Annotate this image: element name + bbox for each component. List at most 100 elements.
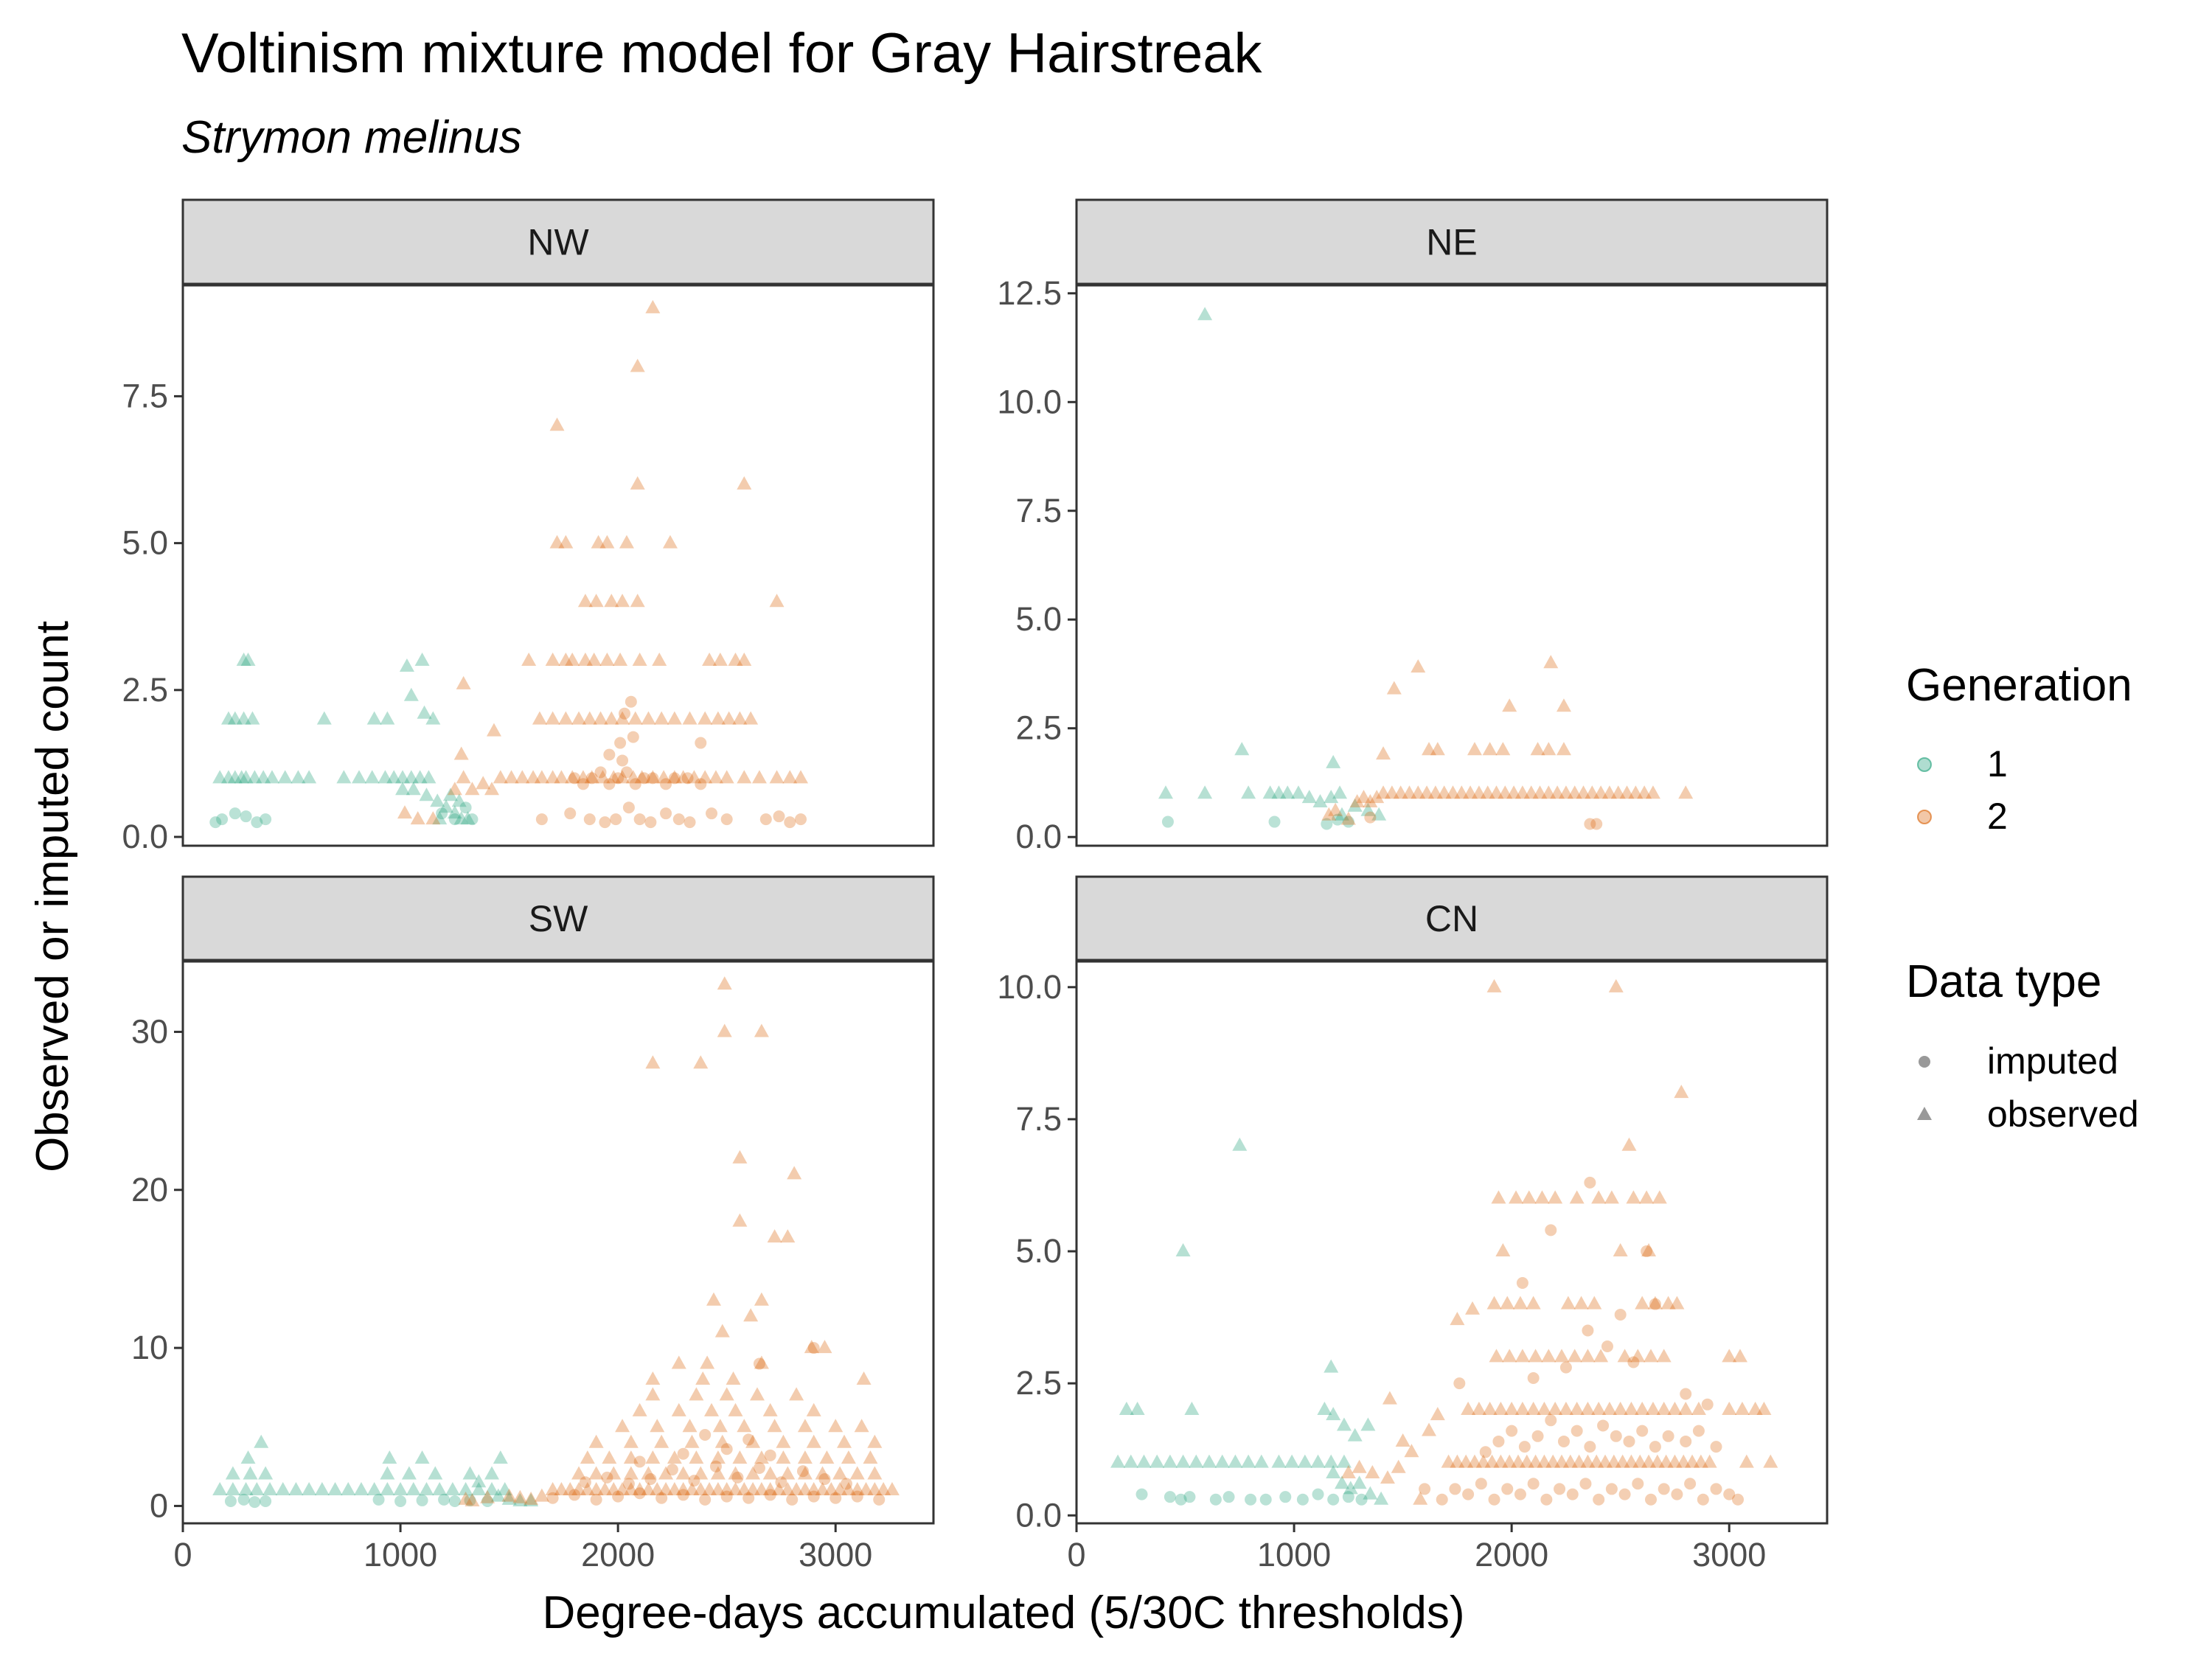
imputed-point bbox=[1601, 1340, 1613, 1352]
observed-point bbox=[1450, 1454, 1465, 1468]
imputed-point bbox=[677, 1447, 689, 1460]
observed-point bbox=[1324, 790, 1339, 804]
observed-point bbox=[602, 1450, 617, 1464]
imputed-point bbox=[1492, 1435, 1505, 1447]
imputed-point bbox=[1479, 1446, 1492, 1458]
imputed-point bbox=[1582, 1324, 1594, 1337]
points-nw bbox=[209, 299, 809, 829]
imputed-point bbox=[1614, 1309, 1627, 1321]
observed-point bbox=[632, 1402, 647, 1416]
observed-point bbox=[1395, 1433, 1411, 1447]
observed-point bbox=[532, 711, 547, 725]
observed-point bbox=[419, 1481, 434, 1495]
observed-point bbox=[521, 652, 537, 666]
observed-point bbox=[732, 711, 748, 725]
observed-point bbox=[706, 1292, 721, 1306]
observed-point bbox=[1484, 1454, 1500, 1468]
observed-point bbox=[1523, 785, 1539, 799]
observed-point bbox=[1514, 1349, 1530, 1363]
observed-point bbox=[754, 1023, 769, 1037]
observed-point bbox=[1391, 1459, 1406, 1473]
imputed-point bbox=[830, 1492, 842, 1504]
y-tick-label: 0.0 bbox=[1015, 818, 1062, 855]
observed-point bbox=[471, 1474, 487, 1488]
observed-point bbox=[1189, 1454, 1204, 1468]
imputed-point bbox=[601, 1471, 613, 1484]
observed-point bbox=[220, 770, 236, 784]
observed-point bbox=[698, 711, 713, 725]
observed-point bbox=[554, 1481, 569, 1495]
observed-point bbox=[1554, 1349, 1570, 1363]
observed-point bbox=[460, 811, 476, 825]
observed-point bbox=[584, 770, 599, 784]
observed-point bbox=[1310, 1454, 1326, 1468]
observed-point bbox=[1502, 698, 1517, 712]
observed-point bbox=[714, 1434, 730, 1448]
observed-point bbox=[1232, 1137, 1248, 1151]
observed-point bbox=[1635, 1295, 1650, 1310]
imputed-point bbox=[224, 1495, 237, 1507]
observed-point bbox=[717, 1023, 732, 1037]
imputed-point bbox=[764, 1449, 776, 1461]
observed-point bbox=[797, 1419, 813, 1433]
observed-point bbox=[876, 1481, 891, 1495]
chart-title: Voltinism mixture model for Gray Hairstr… bbox=[181, 22, 1263, 85]
imputed-point bbox=[585, 772, 598, 785]
observed-point bbox=[689, 1450, 704, 1464]
observed-point bbox=[1556, 742, 1571, 756]
observed-point bbox=[743, 711, 759, 725]
observed-point bbox=[1360, 1417, 1376, 1431]
observed-point bbox=[776, 1434, 791, 1448]
imputed-point bbox=[612, 772, 625, 785]
observed-point bbox=[728, 652, 743, 666]
observed-point bbox=[1347, 1427, 1363, 1441]
observed-point bbox=[751, 770, 767, 784]
observed-point bbox=[565, 652, 580, 666]
observed-point bbox=[856, 1371, 872, 1385]
observed-point bbox=[1430, 742, 1445, 756]
observed-point bbox=[1495, 1243, 1511, 1257]
imputed-point bbox=[1419, 1483, 1431, 1495]
imputed-point bbox=[764, 1489, 776, 1501]
observed-point bbox=[630, 358, 645, 372]
imputed-point bbox=[610, 813, 622, 826]
observed-point bbox=[1419, 785, 1435, 799]
observed-point bbox=[486, 723, 501, 737]
observed-point bbox=[1589, 1454, 1604, 1468]
observed-point bbox=[545, 652, 560, 666]
imputed-point bbox=[1732, 1493, 1745, 1506]
imputed-point bbox=[1516, 1277, 1528, 1290]
observed-point bbox=[1621, 1137, 1637, 1151]
observed-point bbox=[771, 1481, 787, 1495]
observed-point bbox=[212, 770, 228, 784]
imputed-point bbox=[1597, 1419, 1610, 1432]
observed-point bbox=[1136, 1454, 1152, 1468]
observed-point bbox=[719, 770, 734, 784]
imputed-point bbox=[1175, 1493, 1187, 1506]
imputed-point bbox=[622, 801, 635, 814]
observed-point bbox=[549, 535, 565, 549]
imputed-point bbox=[627, 731, 639, 743]
observed-point bbox=[1626, 1190, 1641, 1204]
observed-point bbox=[1619, 785, 1635, 799]
observed-point bbox=[743, 1308, 759, 1322]
observed-point bbox=[1548, 1401, 1563, 1415]
observed-point bbox=[1380, 1470, 1395, 1484]
imputed-point bbox=[655, 1492, 668, 1504]
observed-point bbox=[302, 770, 317, 784]
imputed-point bbox=[1436, 1493, 1448, 1506]
observed-point bbox=[623, 1434, 639, 1448]
observed-point bbox=[1369, 790, 1385, 804]
imputed-point bbox=[720, 813, 733, 826]
x-axis-title: Degree-days accumulated (5/30C threshold… bbox=[543, 1587, 1465, 1638]
observed-point bbox=[632, 652, 647, 666]
observed-point bbox=[254, 1434, 269, 1448]
observed-point bbox=[675, 1466, 691, 1480]
observed-point bbox=[1548, 1190, 1563, 1204]
imputed-point bbox=[677, 1489, 689, 1501]
observed-point bbox=[580, 1450, 595, 1464]
observed-point bbox=[1500, 1295, 1515, 1310]
observed-point bbox=[619, 535, 634, 549]
observed-point bbox=[623, 1466, 639, 1480]
imputed-point bbox=[873, 1493, 886, 1506]
